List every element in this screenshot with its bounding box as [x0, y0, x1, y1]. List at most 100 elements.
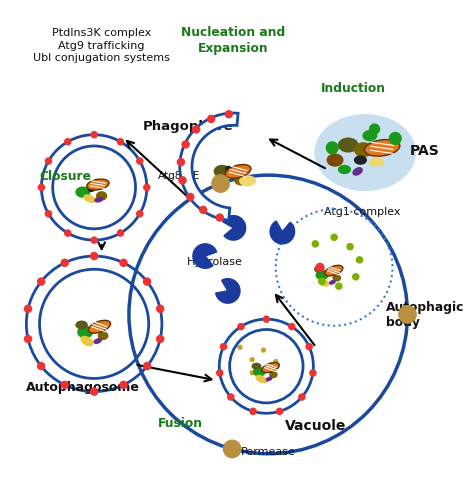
Circle shape — [199, 206, 208, 214]
Circle shape — [298, 393, 306, 401]
Ellipse shape — [225, 166, 232, 172]
Circle shape — [249, 408, 257, 415]
Text: Vacuole: Vacuole — [284, 418, 346, 432]
Circle shape — [143, 278, 151, 286]
Circle shape — [356, 257, 363, 264]
Ellipse shape — [234, 177, 247, 186]
Circle shape — [216, 214, 224, 222]
Circle shape — [330, 234, 338, 242]
Circle shape — [318, 278, 326, 286]
Circle shape — [288, 323, 296, 331]
Text: PAS: PAS — [410, 143, 439, 157]
Circle shape — [225, 111, 233, 119]
Text: Nucleation and
Expansion: Nucleation and Expansion — [181, 26, 285, 55]
Ellipse shape — [327, 154, 344, 167]
Circle shape — [177, 159, 185, 167]
Circle shape — [64, 230, 72, 237]
Ellipse shape — [239, 176, 256, 187]
Circle shape — [250, 370, 255, 376]
Circle shape — [156, 335, 164, 344]
Circle shape — [64, 139, 72, 146]
Ellipse shape — [369, 158, 384, 167]
Circle shape — [315, 263, 325, 272]
Circle shape — [136, 158, 144, 166]
Circle shape — [61, 381, 69, 389]
Circle shape — [237, 345, 243, 350]
Text: Hydrolase: Hydrolase — [187, 257, 243, 267]
Text: Induction: Induction — [320, 82, 385, 95]
Ellipse shape — [225, 165, 251, 179]
Circle shape — [37, 362, 46, 371]
Circle shape — [309, 369, 317, 377]
Ellipse shape — [266, 377, 273, 381]
Ellipse shape — [252, 363, 261, 370]
Circle shape — [37, 278, 46, 286]
Circle shape — [61, 259, 69, 268]
Ellipse shape — [314, 115, 416, 192]
Circle shape — [45, 211, 52, 218]
Ellipse shape — [315, 271, 328, 281]
Ellipse shape — [77, 326, 93, 339]
Ellipse shape — [269, 371, 278, 378]
Polygon shape — [193, 244, 217, 269]
Circle shape — [227, 393, 235, 401]
Circle shape — [220, 343, 228, 351]
Ellipse shape — [94, 197, 103, 203]
Circle shape — [211, 175, 230, 194]
Polygon shape — [180, 114, 238, 221]
Ellipse shape — [329, 280, 336, 285]
Ellipse shape — [87, 180, 109, 191]
Circle shape — [136, 211, 144, 218]
Circle shape — [273, 359, 278, 364]
Circle shape — [216, 369, 224, 377]
Ellipse shape — [325, 266, 343, 276]
Ellipse shape — [362, 131, 377, 142]
Circle shape — [91, 132, 98, 139]
Circle shape — [207, 116, 215, 124]
Text: Atg8–PE: Atg8–PE — [158, 171, 201, 181]
Circle shape — [335, 283, 343, 290]
Circle shape — [346, 243, 354, 251]
Text: Autophagic
body: Autophagic body — [386, 301, 464, 329]
Ellipse shape — [96, 192, 107, 201]
Ellipse shape — [255, 375, 266, 383]
Text: Phagophore: Phagophore — [143, 120, 234, 133]
Text: Closure: Closure — [39, 169, 91, 182]
Ellipse shape — [325, 271, 331, 275]
Circle shape — [237, 323, 245, 331]
Ellipse shape — [75, 321, 88, 330]
Text: Autophagosome: Autophagosome — [27, 380, 140, 393]
Circle shape — [119, 259, 128, 268]
Circle shape — [389, 133, 402, 146]
Circle shape — [311, 241, 319, 248]
Ellipse shape — [81, 336, 93, 347]
Ellipse shape — [332, 275, 341, 282]
Ellipse shape — [83, 195, 96, 204]
Ellipse shape — [75, 187, 91, 198]
Ellipse shape — [89, 321, 110, 333]
Circle shape — [326, 142, 339, 155]
Circle shape — [182, 141, 190, 150]
Circle shape — [352, 273, 359, 281]
Circle shape — [117, 139, 124, 146]
Ellipse shape — [262, 368, 268, 372]
Circle shape — [24, 305, 32, 313]
Circle shape — [192, 126, 201, 135]
Circle shape — [261, 348, 266, 353]
Circle shape — [37, 184, 45, 192]
Circle shape — [398, 305, 417, 324]
Circle shape — [24, 335, 32, 344]
Circle shape — [90, 388, 98, 396]
Ellipse shape — [89, 327, 96, 333]
Text: Atg1 complex: Atg1 complex — [324, 207, 401, 217]
Circle shape — [91, 237, 98, 244]
Ellipse shape — [318, 278, 329, 287]
Circle shape — [369, 124, 380, 136]
Polygon shape — [216, 279, 240, 303]
Text: PtdIns3K complex: PtdIns3K complex — [52, 29, 151, 38]
Circle shape — [45, 158, 52, 166]
Circle shape — [305, 343, 313, 351]
Ellipse shape — [262, 363, 279, 373]
Circle shape — [263, 316, 270, 323]
Circle shape — [129, 176, 408, 454]
